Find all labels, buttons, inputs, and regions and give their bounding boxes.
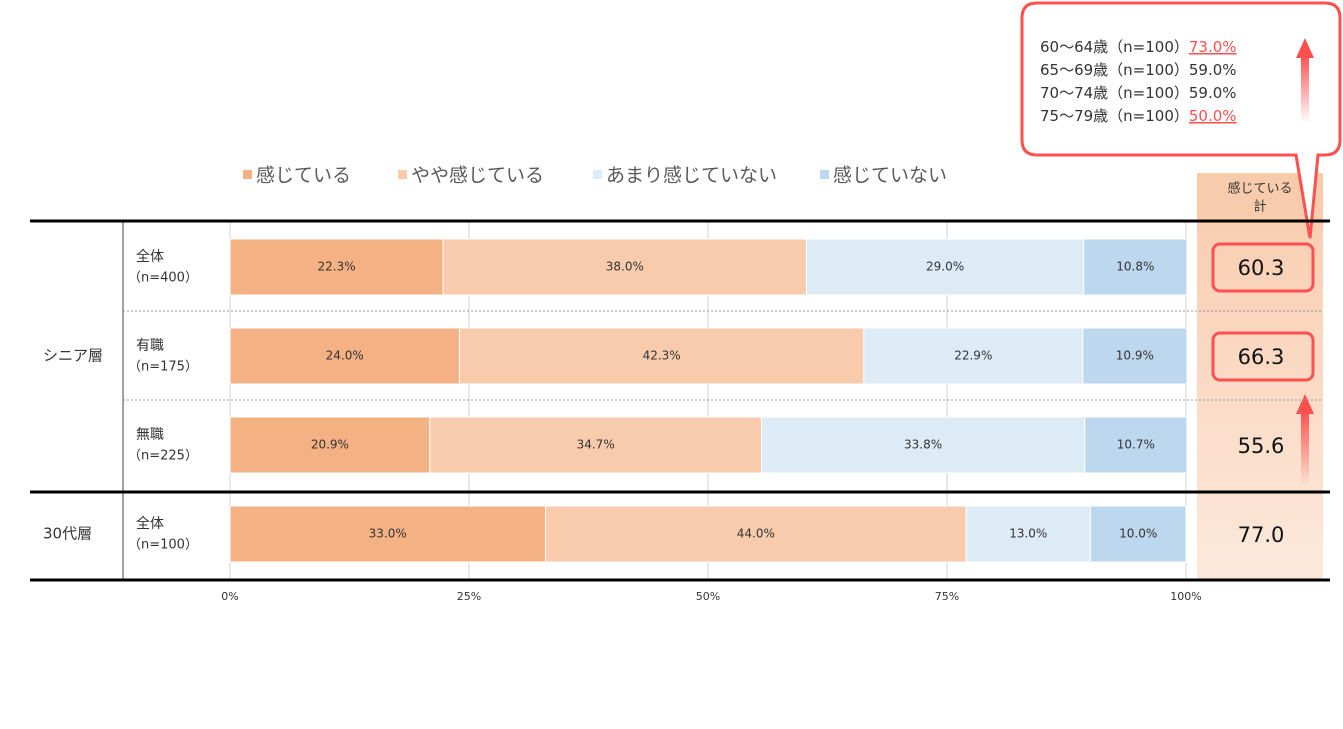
category-note: （n=100） (128, 538, 198, 553)
callout-box (1020, 1, 1342, 239)
data-label: 38.0% (606, 260, 644, 274)
data-label: 33.8% (904, 438, 942, 452)
data-label: 10.0% (1119, 527, 1157, 541)
category-label: 全体 (136, 515, 164, 532)
bar-segment (229, 238, 444, 296)
bar-segment (805, 238, 1085, 296)
total-value: 60.3 (1238, 256, 1285, 280)
bar-segment (429, 416, 763, 474)
legend-swatch (820, 170, 829, 179)
category-note: （n=175） (128, 360, 198, 375)
bar-segment (1084, 416, 1188, 474)
total-value: 77.0 (1238, 523, 1285, 547)
arrow-up (1296, 394, 1314, 486)
bar-segment (229, 416, 431, 474)
callout-value: 59.0% (1189, 84, 1237, 102)
callout-label: 75～79歳（n=100） (1040, 107, 1189, 125)
group-label: 30代層 (43, 525, 92, 543)
data-label: 29.0% (926, 260, 964, 274)
x-tick-label: 100% (1170, 590, 1201, 603)
legend-label: あまり感じていない (606, 165, 777, 187)
callout-label: 60～64歳（n=100） (1040, 38, 1189, 56)
callout-value: 50.0% (1189, 107, 1237, 125)
legend-label: 感じていない (833, 165, 947, 187)
total-highlight (1211, 242, 1315, 293)
data-label: 22.9% (954, 349, 992, 363)
bar-segment (761, 416, 1086, 474)
data-label: 33.0% (369, 527, 407, 541)
x-tick-label: 75% (935, 590, 959, 603)
total-title: 計 (1253, 199, 1266, 215)
total-highlight (1211, 331, 1315, 382)
bar-segment (544, 505, 967, 563)
legend-swatch (593, 170, 602, 179)
callout-label: 70～74歳（n=100） (1040, 84, 1189, 102)
total-value: 55.6 (1238, 434, 1285, 458)
category-label: 無職 (136, 427, 164, 443)
data-label: 42.3% (643, 349, 681, 363)
data-label: 44.0% (737, 527, 775, 541)
legend-label: 感じている (256, 165, 351, 187)
bar-segment (863, 327, 1084, 385)
category-note: （n=400） (128, 271, 198, 286)
data-label: 13.0% (1009, 527, 1047, 541)
bar-segment (1082, 327, 1188, 385)
callout-line: 65～69歳（n=100）59.0% (1040, 61, 1237, 79)
data-label: 10.8% (1116, 260, 1154, 274)
category-note: （n=225） (128, 449, 198, 464)
callout-line: 75～79歳（n=100）50.0% (1040, 107, 1237, 125)
data-label: 10.9% (1116, 349, 1154, 363)
data-label: 34.7% (577, 438, 615, 452)
callout-value: 73.0% (1189, 38, 1237, 56)
bar-segment (1083, 238, 1188, 296)
legend-label: やや感じている (411, 165, 544, 187)
x-tick-label: 25% (457, 590, 481, 603)
callout-value: 59.0% (1189, 61, 1237, 79)
bar-segment (442, 238, 807, 296)
x-tick-label: 50% (696, 590, 720, 603)
total-title: 感じている (1227, 181, 1292, 197)
data-label: 22.3% (318, 260, 356, 274)
callout-line: 70～74歳（n=100）59.0% (1040, 84, 1237, 102)
group-label: シニア層 (43, 347, 103, 365)
legend-swatch (243, 170, 252, 179)
arrow-up (1296, 38, 1314, 123)
x-tick-label: 0% (221, 590, 238, 603)
callout-label: 65～69歳（n=100） (1040, 61, 1189, 79)
bar-segment (1089, 505, 1187, 563)
category-label: 有職 (136, 338, 164, 354)
data-label: 24.0% (326, 349, 364, 363)
legend-swatch (398, 170, 407, 179)
total-column (1197, 173, 1323, 580)
total-value: 66.3 (1238, 345, 1285, 369)
data-label: 10.7% (1117, 438, 1155, 452)
callout-line: 60～64歳（n=100）73.0% (1040, 38, 1237, 56)
category-label: 全体 (136, 248, 164, 265)
data-label: 20.9% (311, 438, 349, 452)
